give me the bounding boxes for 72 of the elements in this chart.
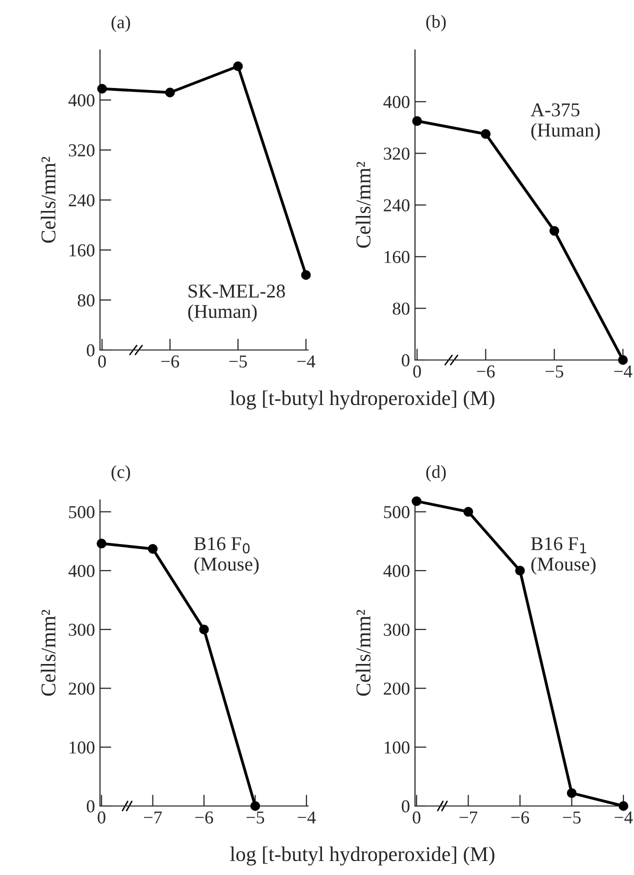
x-tick-label: −4	[614, 812, 633, 824]
x-tick-label: 0	[98, 811, 106, 824]
annotation: B16 F$_{0}$ (Mouse)	[194, 537, 259, 575]
x-tick-label: −4	[297, 356, 316, 368]
chart-title: (c)	[112, 465, 130, 482]
y-tick-label: 400	[68, 564, 94, 578]
point	[148, 544, 158, 554]
chart-title: (a)	[112, 16, 130, 32]
point	[566, 788, 577, 798]
x-tick-label: −6	[161, 355, 180, 368]
y-axis-title: Cells/mm²	[40, 156, 56, 243]
y-tick-label: 320	[384, 148, 410, 160]
y-tick-label: 300	[68, 624, 94, 636]
point	[97, 84, 107, 94]
y-tick-label: 400	[383, 96, 410, 108]
x-tick-label: 0	[412, 811, 420, 824]
point	[233, 61, 243, 72]
point	[96, 538, 106, 548]
annotation: A-375 (Human)	[530, 103, 600, 141]
x-tick-label: −6	[476, 365, 495, 378]
y-tick-label: 240	[384, 199, 410, 212]
point	[515, 566, 525, 576]
x-tick-label: −7	[460, 812, 478, 824]
x-tick-label: 0	[413, 365, 421, 378]
y-tick-label: 0	[86, 800, 94, 812]
annotation: B16 F$_{1}$ (Mouse)	[531, 537, 596, 575]
y-axis-title: Cells/mm²	[356, 162, 370, 248]
x-tick-label: −7	[144, 812, 162, 824]
point	[412, 496, 422, 506]
y-tick-label: 200	[384, 682, 410, 695]
x-tick-label: −6	[195, 811, 214, 824]
y-tick-label: 100	[70, 741, 94, 754]
chart-title: (b)	[426, 15, 446, 32]
point	[199, 624, 209, 634]
y-tick-label: 160	[70, 244, 94, 256]
x-tick-label: −4	[614, 366, 632, 378]
y-axis-title: Cells/mm²	[356, 610, 370, 696]
x-tick-label: −5	[229, 356, 247, 368]
y-tick-label: 80	[392, 302, 410, 315]
y-tick-label: 240	[68, 194, 94, 206]
y-tick-label: 80	[78, 294, 94, 306]
y-tick-label: 400	[383, 564, 410, 578]
x-tick-label: −5	[563, 812, 581, 824]
x-tick-label: −4	[298, 812, 316, 824]
y-tick-label: 100	[384, 741, 410, 754]
y-tick-label: 200	[68, 682, 94, 695]
y-axis-title: Cells/mm²	[40, 610, 56, 696]
y-tick-label: 400	[68, 94, 94, 106]
point	[463, 506, 474, 517]
point	[412, 116, 422, 126]
annotation: SK-MEL-28 (Human)	[188, 284, 285, 322]
chart-title: (d)	[426, 465, 446, 482]
y-tick-label: 160	[384, 250, 410, 264]
x-tick-label: 0	[98, 355, 106, 368]
point	[618, 355, 628, 365]
x-axis-title: log [t-butyl hydroperoxide] (M)	[230, 846, 494, 866]
x-tick-label: −5	[546, 366, 564, 378]
y-tick-label: 500	[69, 506, 94, 518]
y-tick-label: 300	[384, 624, 410, 636]
point	[618, 801, 628, 811]
point	[549, 226, 560, 236]
point	[250, 801, 260, 811]
point	[480, 129, 491, 139]
point	[165, 88, 175, 98]
y-tick-label: 0	[402, 800, 410, 812]
x-axis-title: log [t-butyl hydroperoxide] (M)	[230, 390, 494, 410]
x-tick-label: −6	[511, 811, 530, 824]
y-tick-label: 500	[384, 506, 410, 518]
x-tick-label: −5	[246, 812, 264, 824]
y-tick-label: 320	[68, 144, 94, 156]
point	[301, 270, 311, 280]
y-tick-label: 0	[86, 344, 94, 356]
